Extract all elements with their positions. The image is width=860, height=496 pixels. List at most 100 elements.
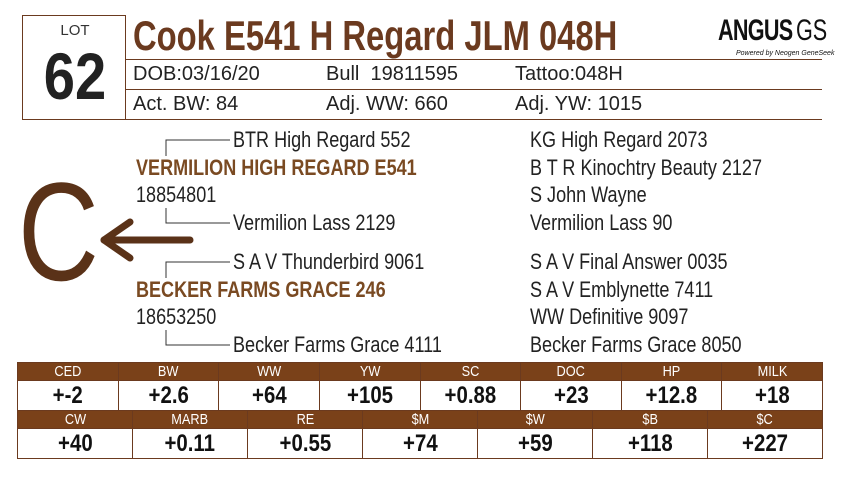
epd-header-cell: $M	[362, 410, 478, 429]
epd-header-cell: $B	[592, 410, 708, 429]
epd-value-cell: +74	[362, 428, 478, 459]
header-row: CED BW WW YW SC DOC HP MILK	[17, 362, 823, 381]
epd-header-cell: RE	[247, 410, 363, 429]
registration: 18854801	[136, 182, 217, 207]
epd-value: +227	[742, 429, 788, 457]
epd-value: +0.11	[164, 429, 216, 457]
epd-value-cell: +118	[592, 428, 708, 459]
divider	[126, 119, 822, 120]
epd-header: HP	[662, 363, 681, 380]
epd-header-cell: DOC	[520, 362, 622, 381]
info: Act. BW: 84	[133, 93, 239, 115]
epd-table: CW MARB RE $M $W $B $C +40 +0.11 +0.55 +74 +59 +118 +…	[17, 410, 823, 459]
epd-value-cell: +2.6	[117, 380, 220, 411]
epd-header: MILK	[757, 363, 788, 380]
epd-header: $C	[756, 411, 774, 428]
lot-label: LOT	[60, 22, 90, 39]
pedigree-name: S A V Final Answer 0035	[530, 249, 728, 274]
epd-value-cell: +23	[520, 380, 622, 411]
epd-header: YW	[359, 363, 380, 380]
animal-name: Cook E541 H Regard JLM 048H	[133, 12, 618, 59]
epd-value: +0.88	[444, 381, 497, 409]
epd-header-cell: BW	[117, 362, 220, 381]
epd-value: +40	[57, 429, 93, 457]
epd-value: +59	[517, 429, 553, 457]
epd-header: CW	[64, 411, 86, 428]
epd-value: +0.55	[279, 429, 331, 457]
epd-value: +64	[251, 381, 287, 409]
pedigree-name: S A V Emblynette 7411	[530, 277, 714, 302]
epd-value-cell: +12.8	[620, 380, 723, 411]
pedigree-name: BTR High Regard 552	[233, 127, 411, 152]
epd-value: +105	[346, 381, 393, 409]
epd-header-cell: HP	[620, 362, 723, 381]
pedigree-name: Vermilion Lass 2129	[233, 210, 396, 235]
pedigree-name: B T R Kinochtry Beauty 2127	[530, 155, 762, 180]
dam-name: BECKER FARMS GRACE 246	[136, 277, 386, 302]
mark-letter: C	[18, 153, 99, 310]
epd-header-cell: CW	[17, 410, 133, 429]
epd-value-cell: +64	[218, 380, 320, 411]
pedigree-name: Vermilion Lass 90	[530, 210, 673, 235]
epd-header-cell: $W	[477, 410, 593, 429]
epd-header-cell: CED	[17, 362, 119, 381]
epd-value-cell: +0.11	[132, 428, 248, 459]
epd-header: $M	[411, 411, 429, 428]
epd-value-cell: +18	[721, 380, 823, 411]
header-row: CW MARB RE $M $W $B $C	[17, 410, 823, 429]
epd-value-cell: +0.88	[419, 380, 522, 411]
lot-box: LOT 62	[22, 15, 126, 120]
epd-value-cell: +105	[318, 380, 421, 411]
epd-header: CED	[54, 363, 82, 380]
epd-value-cell: +227	[707, 428, 823, 459]
epd-value: +118	[627, 429, 673, 457]
pedigree-name: WW Definitive 9097	[530, 304, 689, 329]
epd-value: +2.6	[148, 381, 189, 409]
info: Tattoo:048H	[515, 63, 623, 85]
epd-value: +-2	[52, 381, 83, 409]
logo-tagline: Powered by Neogen GeneSeek	[736, 50, 835, 57]
epd-header-cell: WW	[218, 362, 320, 381]
divider	[126, 59, 822, 60]
epd-value-cell: +-2	[17, 380, 119, 411]
epd-header-cell: MILK	[721, 362, 823, 381]
epd-table: CED BW WW YW SC DOC HP MILK +-2 +2.6 +64 +105 +0.88 +…	[17, 362, 823, 411]
epd-header-cell: MARB	[132, 410, 248, 429]
value-row: +-2 +2.6 +64 +105 +0.88 +23 +12.8 +18	[17, 380, 823, 411]
epd-header: RE	[296, 411, 314, 428]
value-row: +40 +0.11 +0.55 +74 +59 +118 +227	[17, 428, 823, 459]
info: Adj. WW: 660	[326, 93, 448, 115]
epd-header-cell: $C	[707, 410, 823, 429]
epd-value-cell: +59	[477, 428, 593, 459]
epd-value-cell: +0.55	[247, 428, 363, 459]
epd-header: BW	[158, 363, 179, 380]
pedigree-name: Becker Farms Grace 4111	[233, 332, 442, 357]
epd-header-cell: SC	[419, 362, 522, 381]
epd-value: +18	[754, 381, 790, 409]
epd-header: MARB	[171, 411, 209, 428]
epd-header: $W	[525, 411, 545, 428]
pedigree-name: S John Wayne	[530, 182, 647, 207]
epd-value-cell: +40	[17, 428, 133, 459]
lot-number: 62	[43, 39, 107, 113]
epd-value: +12.8	[645, 381, 698, 409]
sire-name: VERMILION HIGH REGARD E541	[136, 155, 417, 180]
epd-header-cell: YW	[318, 362, 421, 381]
logo-suffix: GS	[796, 14, 828, 47]
epd-header: SC	[461, 363, 480, 380]
epd-value: +23	[553, 381, 589, 409]
info: DOB:03/16/20	[133, 63, 260, 85]
epd-header: $B	[642, 411, 658, 428]
pedigree-name: KG High Regard 2073	[530, 127, 708, 152]
epd-value: +74	[402, 429, 438, 457]
pedigree-name: Becker Farms Grace 8050	[530, 332, 742, 357]
registration: 18653250	[136, 304, 217, 329]
divider	[126, 89, 822, 90]
pedigree-name: S A V Thunderbird 9061	[233, 249, 425, 274]
info: Bull 19811595	[326, 63, 458, 85]
epd-header: WW	[257, 363, 282, 380]
epd-header: DOC	[556, 363, 586, 380]
info: Adj. YW: 1015	[515, 93, 643, 115]
